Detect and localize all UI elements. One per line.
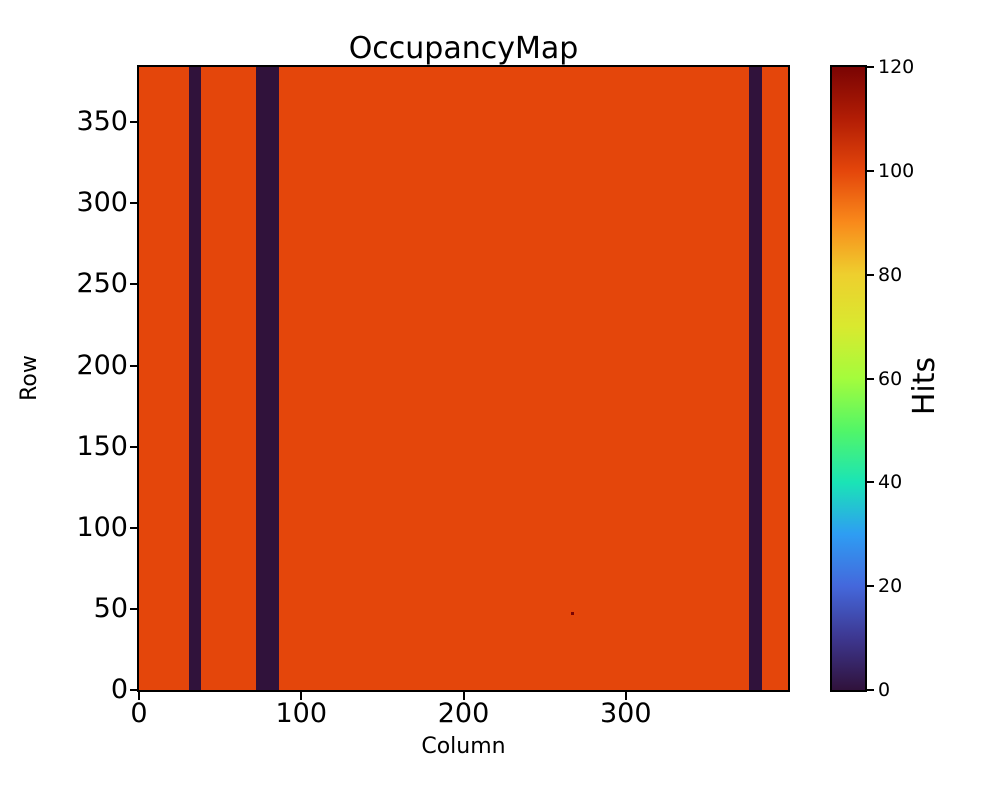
x-tick-label: 0 <box>130 698 148 729</box>
chart-title: OccupancyMap <box>348 31 579 66</box>
y-tick-label: 0 <box>110 674 128 705</box>
dead-column-band <box>255 67 279 690</box>
colorbar-tick-mark <box>867 66 874 68</box>
y-tick-label: 50 <box>93 592 128 624</box>
y-tick-label: 350 <box>76 106 128 138</box>
x-tick-mark <box>300 692 303 700</box>
colorbar-tick-label: 100 <box>878 159 915 182</box>
outlier-pixel <box>571 611 575 615</box>
y-tick-mark <box>130 202 138 205</box>
x-tick-mark <box>462 692 465 700</box>
x-tick-mark <box>624 692 627 700</box>
colorbar-tick-label: 0 <box>878 679 891 701</box>
x-tick-label: 300 <box>599 698 652 729</box>
y-tick-label: 250 <box>76 268 128 300</box>
colorbar-tick-mark <box>867 377 874 380</box>
y-tick-label: 100 <box>76 511 128 543</box>
colorbar-tick-mark <box>867 481 874 484</box>
colorbar <box>830 65 867 692</box>
x-tick-label: 200 <box>437 698 490 729</box>
colorbar-tick-label: 80 <box>878 263 903 286</box>
y-tick-label: 300 <box>76 187 128 219</box>
x-tick-label: 100 <box>275 698 328 729</box>
y-tick-mark <box>130 526 138 529</box>
colorbar-tick-mark <box>867 689 874 691</box>
dead-column-band <box>189 67 201 690</box>
y-tick-mark <box>130 607 138 610</box>
colorbar-tick-label: 60 <box>878 367 903 390</box>
colorbar-tick-label: 40 <box>878 471 903 494</box>
dead-column-band <box>749 67 763 690</box>
colorbar-tick-label: 120 <box>878 56 915 78</box>
colorbar-tick-mark <box>867 169 874 172</box>
y-tick-mark <box>130 364 138 367</box>
y-tick-label: 150 <box>76 430 128 462</box>
y-tick-label: 200 <box>76 349 128 381</box>
heatmap-plot <box>137 65 790 692</box>
y-tick-mark <box>130 445 138 448</box>
colorbar-tick-mark <box>867 585 874 588</box>
y-tick-mark <box>130 689 138 691</box>
x-axis-label: Column <box>421 734 506 759</box>
colorbar-tick-label: 20 <box>878 575 903 598</box>
x-tick-mark <box>138 692 140 700</box>
colorbar-tick-mark <box>867 273 874 276</box>
y-tick-mark <box>130 121 138 124</box>
y-tick-mark <box>130 283 138 286</box>
